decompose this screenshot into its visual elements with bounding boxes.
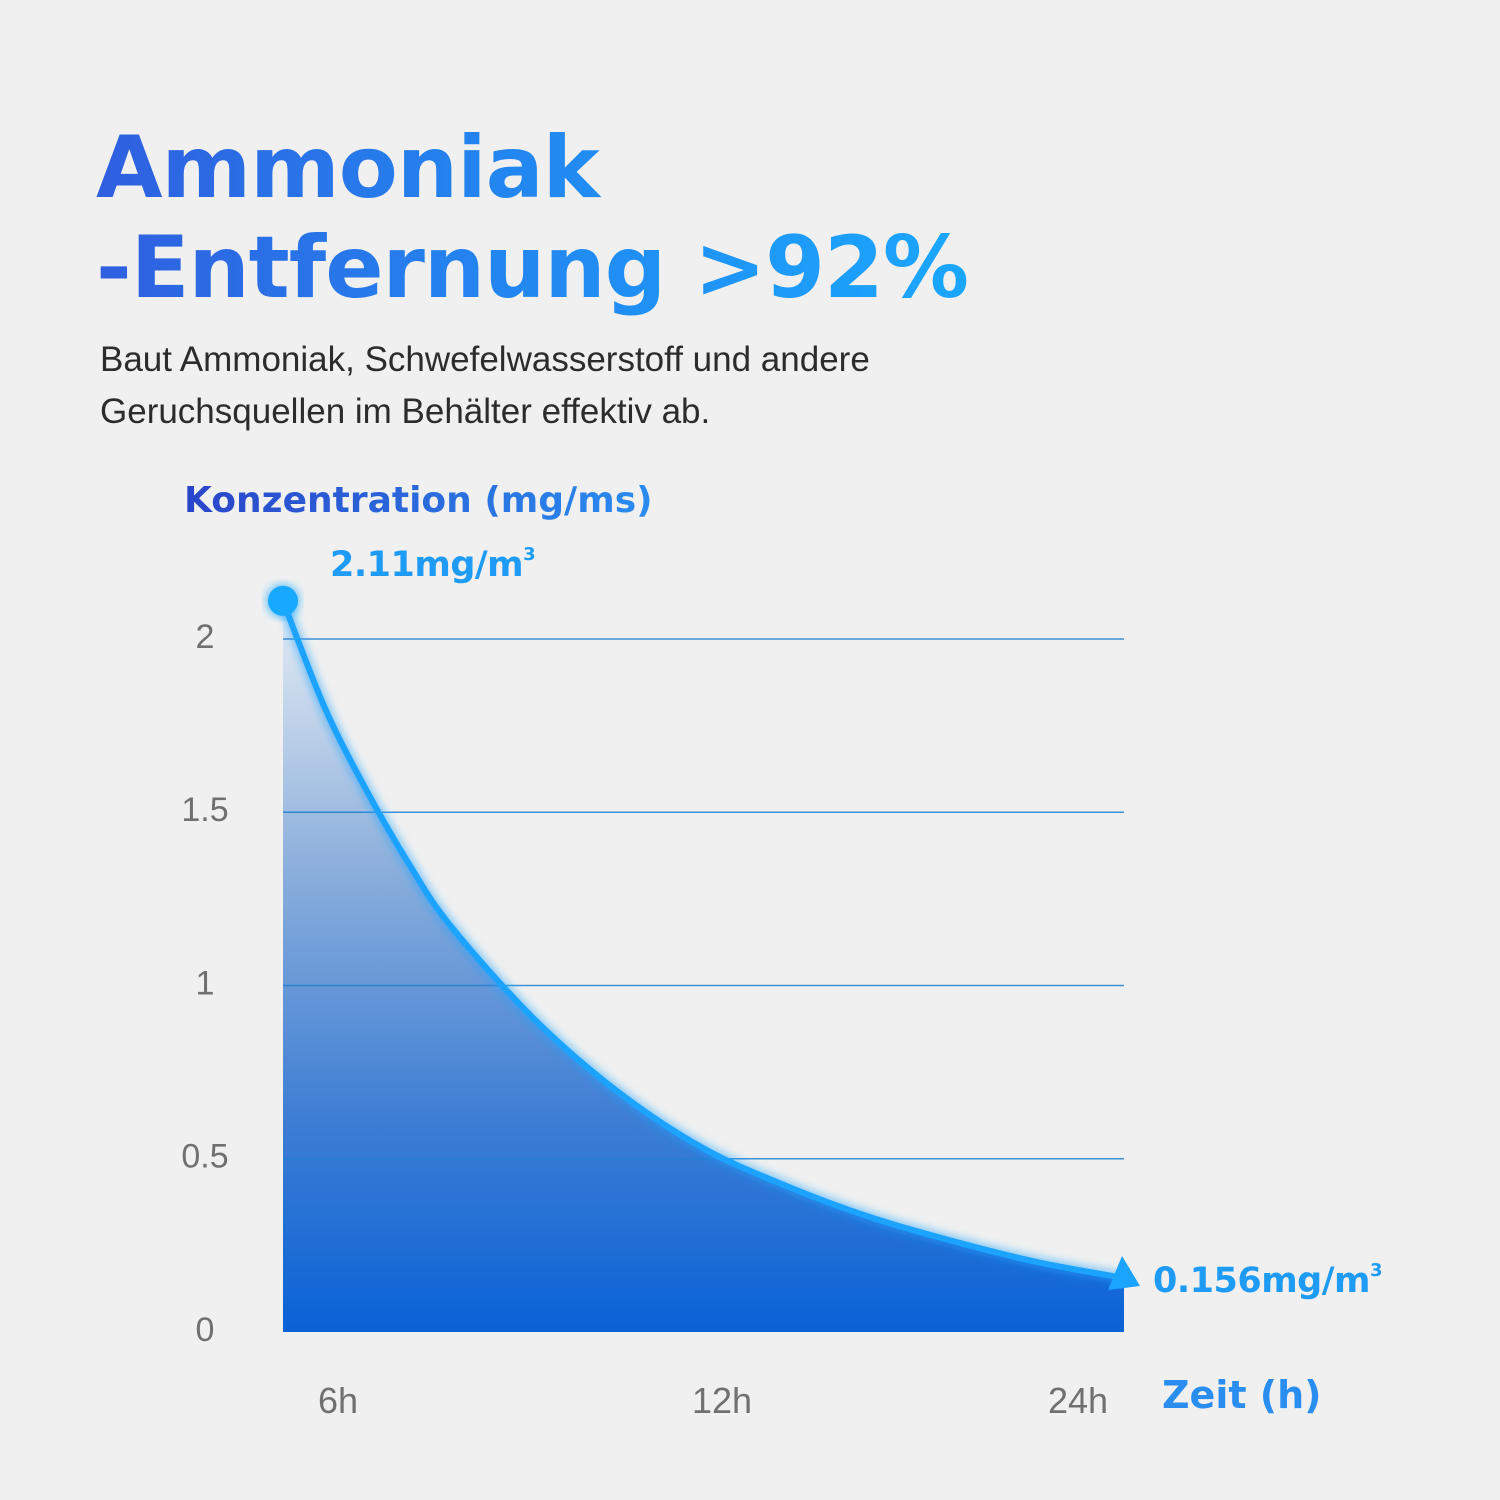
y-tick-label-0: 0 — [196, 1311, 215, 1349]
x-tick-label-24h: 24h — [1048, 1380, 1108, 1421]
end-value-annotation: 0.156mg/m3 — [1153, 1260, 1383, 1301]
x-tick-label-12h: 12h — [692, 1380, 752, 1421]
subtitle: Baut Ammoniak, Schwefelwasserstoff und a… — [100, 334, 870, 438]
start-point-marker — [268, 585, 298, 616]
x-tick-label-6h: 6h — [318, 1380, 358, 1421]
start-value-annotation: 2.11mg/m3 — [330, 544, 536, 585]
subtitle-line-1: Baut Ammoniak, Schwefelwasserstoff und a… — [100, 340, 870, 379]
y-tick-label-1: 1 — [196, 964, 215, 1002]
y-tick-label-2: 2 — [196, 618, 215, 656]
subtitle-line-2: Geruchsquellen im Behälter effektiv ab. — [100, 392, 711, 431]
y-tick-label-0.5: 0.5 — [181, 1138, 228, 1176]
end-arrow-marker — [1108, 1255, 1140, 1290]
end-value-text: 0.156mg/m — [1153, 1261, 1370, 1301]
end-value-unit-exponent: 3 — [1369, 1260, 1383, 1281]
start-value-unit-exponent: 3 — [523, 544, 536, 565]
start-value-text: 2.11mg/m — [330, 545, 524, 585]
y-tick-label-1.5: 1.5 — [181, 791, 228, 829]
y-axis-label: Konzentration (mg/ms) — [184, 480, 653, 521]
series-line — [280, 597, 1127, 1281]
x-axis-label: Zeit (h) — [1162, 1373, 1322, 1417]
area-fill — [283, 600, 1124, 1332]
